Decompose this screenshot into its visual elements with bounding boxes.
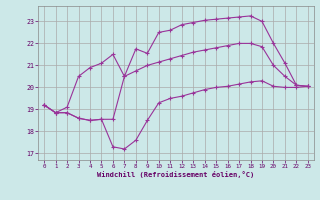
X-axis label: Windchill (Refroidissement éolien,°C): Windchill (Refroidissement éolien,°C) — [97, 171, 255, 178]
